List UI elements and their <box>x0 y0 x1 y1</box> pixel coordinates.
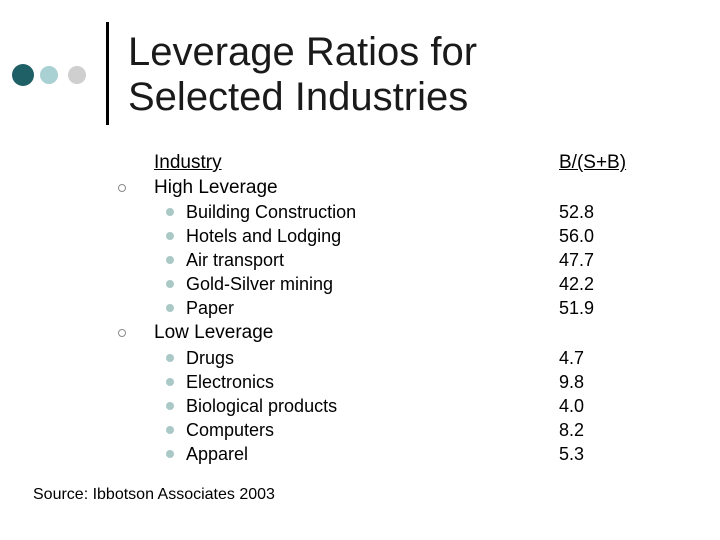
title-line-2: Selected Industries <box>128 75 469 119</box>
industry-name: Building Construction <box>186 202 357 222</box>
header-industry: Industry <box>154 152 222 173</box>
industry-name: Air transport <box>186 250 285 270</box>
group-label-low-leverage: Low Leverage <box>154 322 274 343</box>
dot-bullet-icon <box>166 402 174 410</box>
ratio-value: 47.7 <box>559 250 595 270</box>
industry-name: Biological products <box>186 396 338 416</box>
ratio-value: 5.3 <box>559 444 585 464</box>
dot-bullet-icon <box>166 256 174 264</box>
dot-bullet-icon <box>166 304 174 312</box>
industry-name: Electronics <box>186 372 275 392</box>
industry-name: Hotels and Lodging <box>186 226 342 246</box>
industry-name: Paper <box>186 298 235 318</box>
ring-bullet-icon <box>118 184 126 192</box>
industry-name: Apparel <box>186 444 249 464</box>
ratio-value: 51.9 <box>559 298 595 318</box>
source-note: Source: Ibbotson Associates 2003 <box>33 486 275 503</box>
dot-bullet-icon <box>166 232 174 240</box>
ratio-value: 4.7 <box>559 348 585 368</box>
ratio-value: 8.2 <box>559 420 585 440</box>
decor-dot-teal <box>40 66 58 84</box>
decor-dot-dark <box>12 64 34 86</box>
dot-bullet-icon <box>166 280 174 288</box>
dot-bullet-icon <box>166 426 174 434</box>
slide-title: Leverage Ratios for Selected Industries <box>128 30 477 120</box>
industry-name: Computers <box>186 420 275 440</box>
dot-bullet-icon <box>166 208 174 216</box>
ring-bullet-icon <box>118 329 126 337</box>
header-ratio: B/(S+B) <box>559 152 627 173</box>
title-divider <box>106 22 109 125</box>
ratio-value: 9.8 <box>559 372 585 392</box>
ratio-value: 4.0 <box>559 396 585 416</box>
decor-dot-gray <box>68 66 86 84</box>
industry-name: Drugs <box>186 348 235 368</box>
title-line-1: Leverage Ratios for <box>128 30 478 74</box>
ratio-value: 52.8 <box>559 202 595 222</box>
ratio-value: 56.0 <box>559 226 595 246</box>
dot-bullet-icon <box>166 450 174 458</box>
dot-bullet-icon <box>166 378 174 386</box>
ratio-value: 42.2 <box>559 274 595 294</box>
industry-name: Gold-Silver mining <box>186 274 334 294</box>
group-label-high-leverage: High Leverage <box>154 177 278 198</box>
dot-bullet-icon <box>166 354 174 362</box>
